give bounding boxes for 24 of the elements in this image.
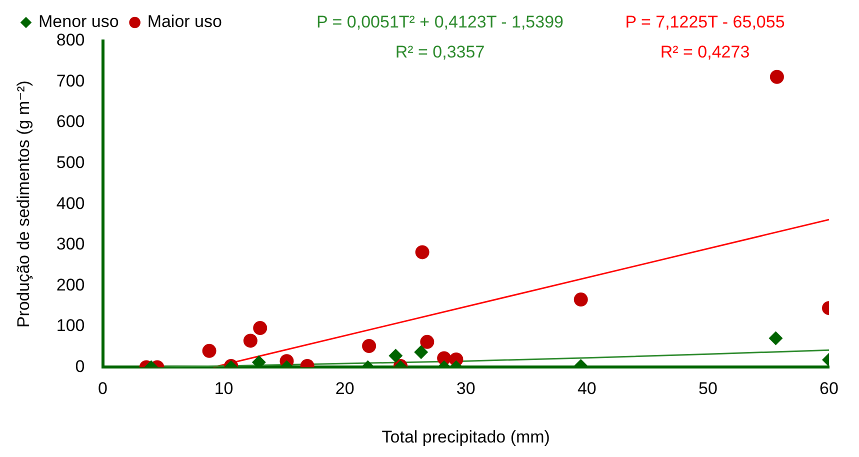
annotation: R² = 0,4273 xyxy=(660,42,750,62)
x-axis-title: Total precipitado (mm) xyxy=(382,427,550,446)
x-tick-label: 40 xyxy=(577,379,596,398)
x-tick-label: 20 xyxy=(335,379,354,398)
annotation: R² = 0,3357 xyxy=(395,42,485,62)
y-tick-label: 0 xyxy=(75,356,85,376)
y-tick-label: 700 xyxy=(56,71,85,90)
y-tick-label: 800 xyxy=(56,30,85,50)
x-tick-label: 60 xyxy=(820,379,838,398)
y-tick-label: 600 xyxy=(56,112,85,132)
y-axis-title: Produção de sedimentos (g m⁻²) xyxy=(14,80,33,328)
x-tick-label: 30 xyxy=(456,379,476,398)
x-tick-label: 0 xyxy=(98,379,108,398)
text: P = 0,0051T² + 0,4123T - 1,5399 xyxy=(316,12,564,32)
x-tick-label: 10 xyxy=(214,379,234,398)
y-tick-label: 400 xyxy=(56,194,85,213)
y-tick-label: 300 xyxy=(56,234,85,254)
x-tick-label: 50 xyxy=(698,379,718,398)
legend-label: Menor uso xyxy=(38,12,119,32)
legend-label: Maior uso xyxy=(147,12,222,32)
y-tick-label: 200 xyxy=(56,275,85,294)
y-tick-label: 100 xyxy=(56,316,85,336)
y-tick-label: 500 xyxy=(56,153,85,172)
text: P = 7,1225T - 65,055 xyxy=(625,12,785,32)
